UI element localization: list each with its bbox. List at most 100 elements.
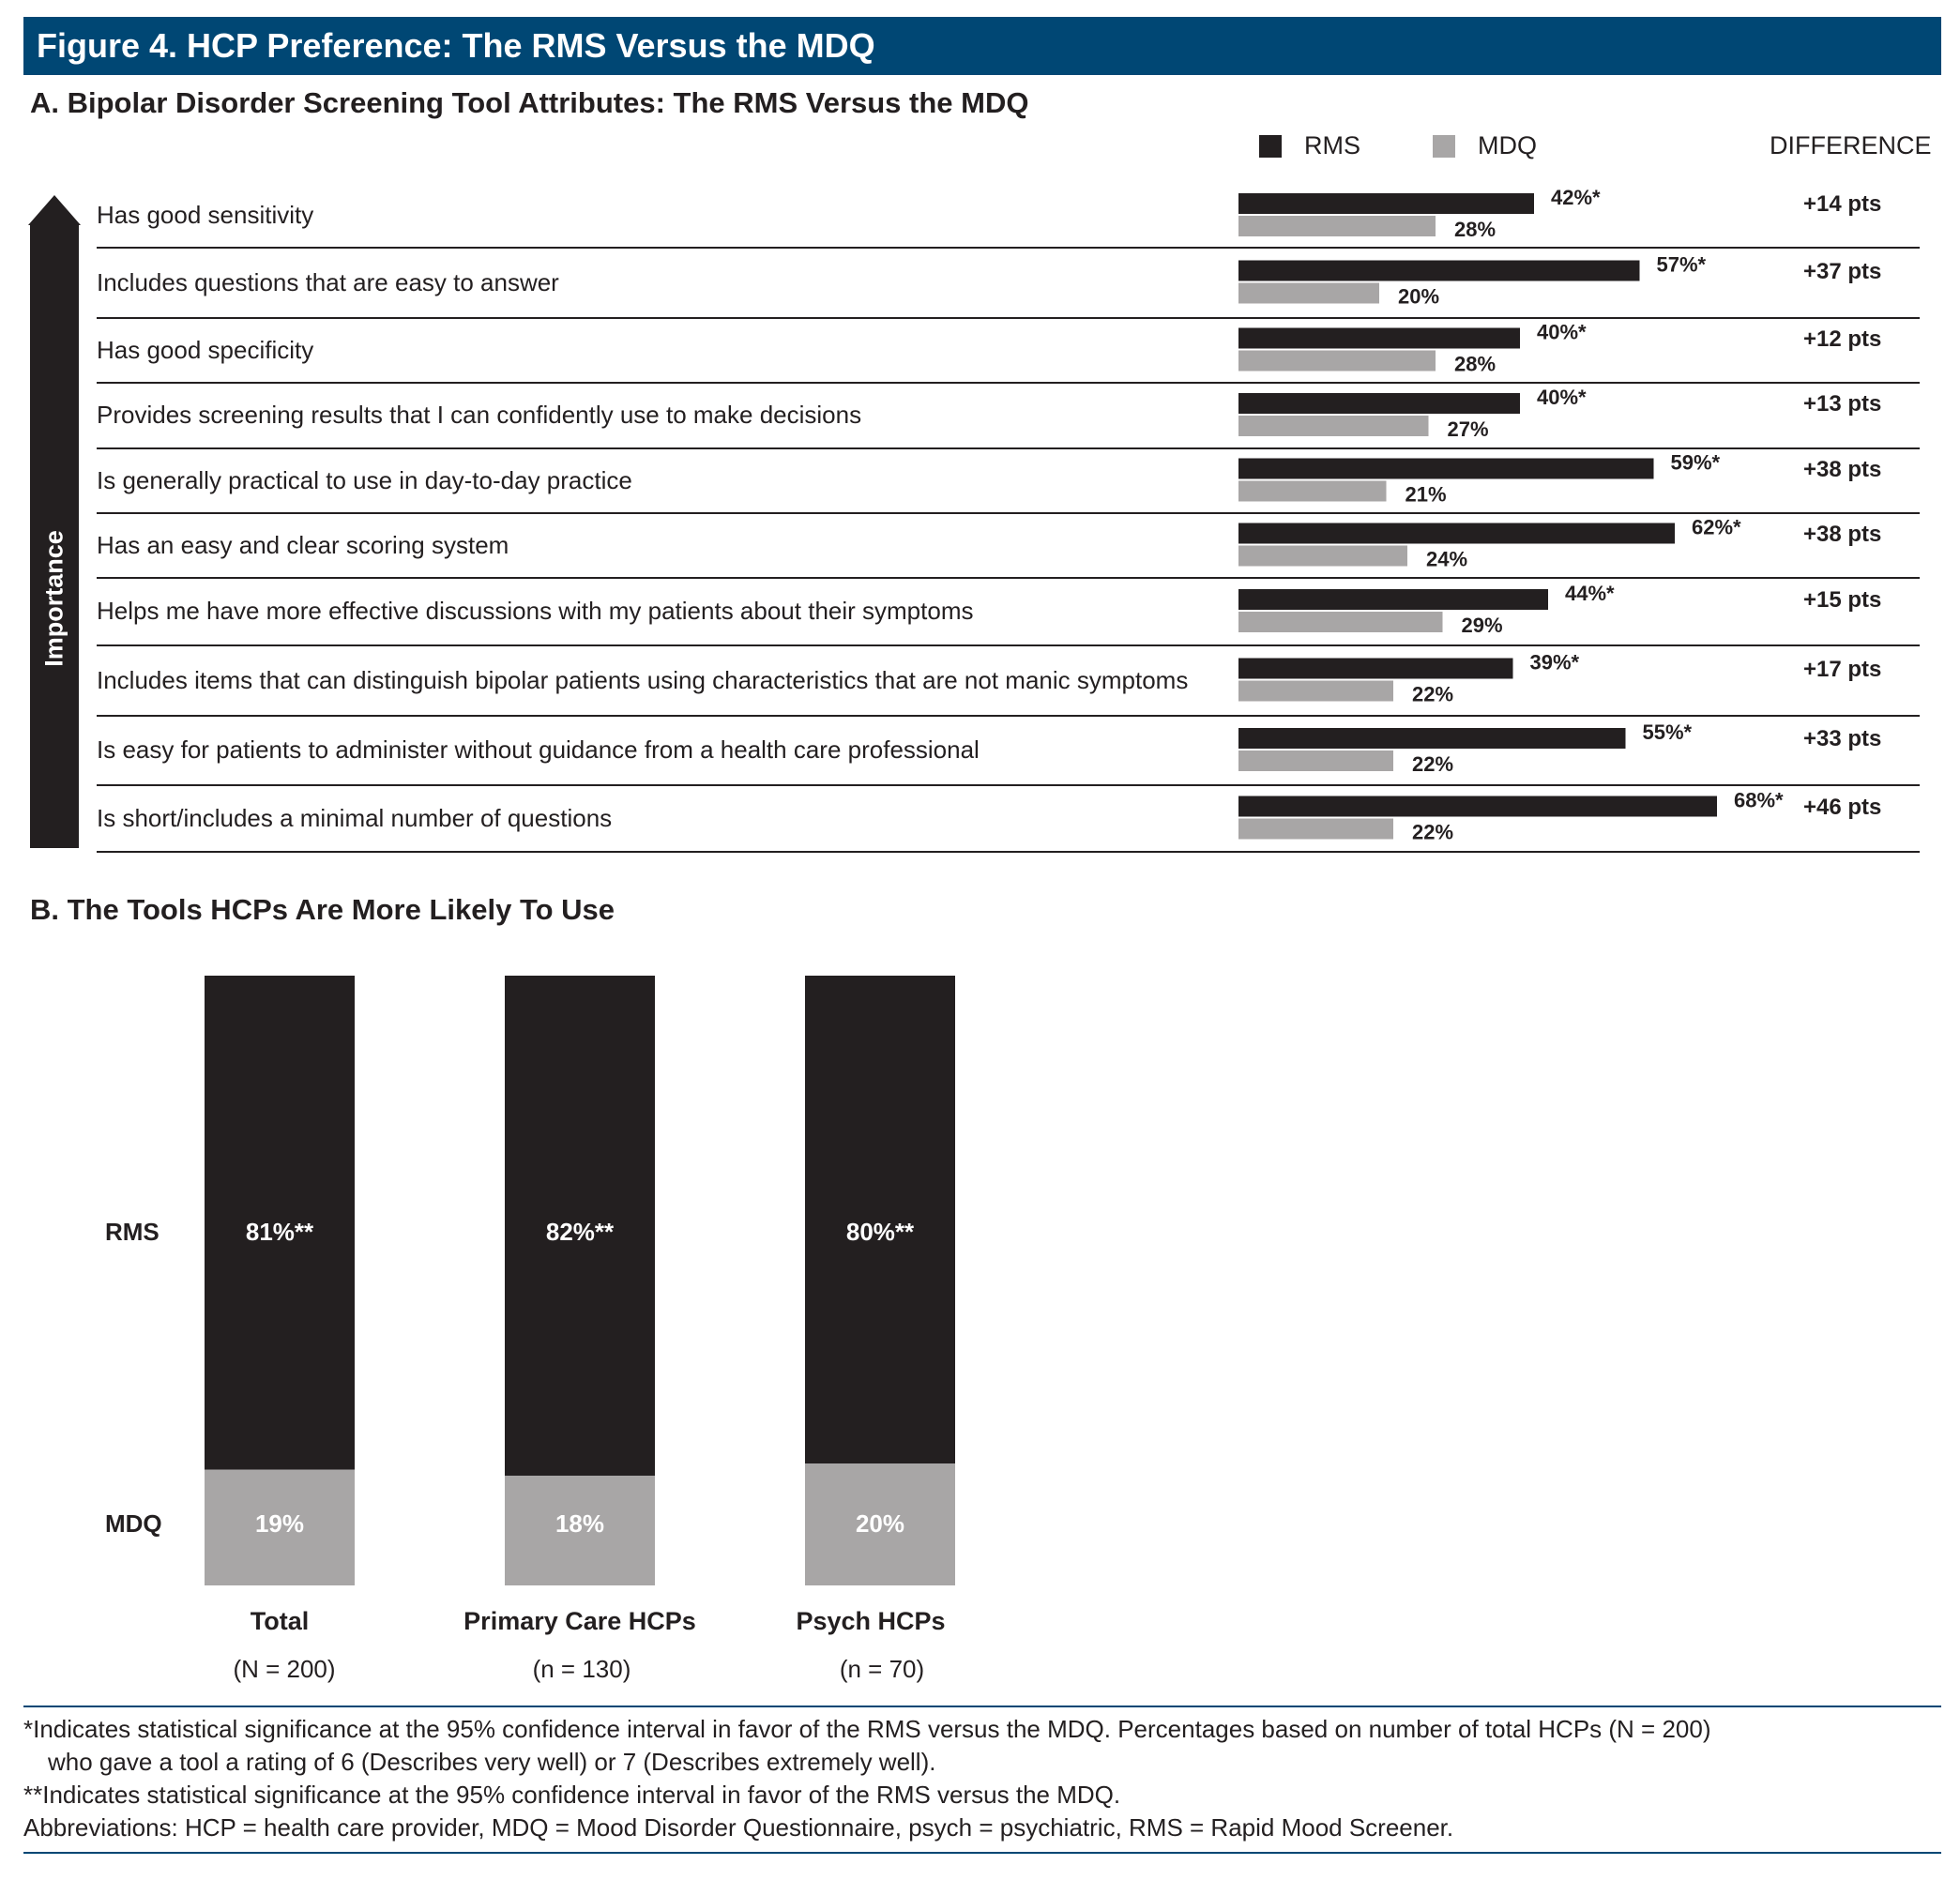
attribute-label: Includes items that can distinguish bipo… (97, 665, 1189, 694)
mdq-bar (1238, 818, 1393, 840)
attribute-label: Is generally practical to use in day-to-… (97, 465, 632, 494)
difference-value: +38 pts (1803, 521, 1882, 547)
attribute-label: Is short/includes a minimal number of qu… (97, 803, 613, 832)
attribute-label: Has good specificity (97, 335, 314, 364)
footnote-line-2: who gave a tool a rating of 6 (Describes… (48, 1748, 936, 1776)
panel-a-title: A. Bipolar Disorder Screening Tool Attri… (30, 86, 1029, 119)
importance-arrow-icon (28, 195, 81, 848)
rms-stack-label: 80%** (846, 1218, 915, 1246)
difference-value: +13 pts (1803, 391, 1882, 417)
footnote-rule-bottom (23, 1852, 1941, 1854)
footnote-rule-top (23, 1706, 1941, 1707)
mdq-bar (1238, 350, 1436, 371)
panel-b-rms-label: RMS (105, 1218, 160, 1246)
rms-stack-segment (505, 976, 655, 1476)
rms-bar (1238, 523, 1675, 544)
mdq-data-label: 29% (1462, 614, 1503, 637)
rms-data-label: 68%* (1734, 789, 1784, 812)
difference-value: +46 pts (1803, 794, 1882, 820)
panel-b-title: B. The Tools HCPs Are More Likely To Use (30, 893, 615, 926)
rms-data-label: 57%* (1657, 253, 1707, 277)
rms-data-label: 39%* (1530, 651, 1580, 675)
rms-stack-label: 82%** (546, 1218, 615, 1246)
difference-value: +33 pts (1803, 726, 1882, 751)
rms-data-label: 55%* (1643, 720, 1693, 744)
attribute-label: Is easy for patients to administer witho… (97, 735, 980, 764)
rms-bar (1238, 658, 1513, 679)
rms-bar (1238, 193, 1534, 214)
mdq-data-label: 22% (1412, 752, 1453, 776)
mdq-bar (1238, 480, 1387, 502)
rms-bar (1238, 458, 1654, 479)
mdq-bar (1238, 282, 1379, 304)
mdq-bar (1238, 416, 1429, 436)
mdq-stack-segment (505, 1476, 655, 1585)
mdq-bar (1238, 680, 1393, 702)
rms-stack-segment (205, 976, 355, 1470)
rms-data-label: 44%* (1565, 582, 1615, 605)
rms-data-label: 42%* (1551, 186, 1601, 209)
mdq-data-label: 22% (1412, 683, 1453, 706)
rms-bar (1238, 728, 1626, 749)
mdq-data-label: 27% (1448, 417, 1489, 441)
mdq-bar (1238, 545, 1407, 567)
panel-b-mdq-label: MDQ (105, 1509, 162, 1538)
mdq-data-label: 21% (1405, 483, 1447, 507)
mdq-data-label: 24% (1426, 548, 1467, 571)
rms-bar (1238, 327, 1520, 349)
attribute-label: Has good sensitivity (97, 201, 314, 229)
mdq-data-label: 28% (1454, 218, 1496, 241)
mdq-data-label: 20% (1398, 285, 1439, 309)
category-label: Total (250, 1607, 310, 1635)
mdq-stack-label: 19% (255, 1509, 304, 1538)
category-n-label: (n = 130) (532, 1655, 631, 1683)
footnote-line-4: Abbreviations: HCP = health care provide… (23, 1813, 1454, 1842)
mdq-stack-label: 18% (555, 1509, 604, 1538)
mdq-stack-segment (805, 1463, 955, 1585)
mdq-data-label: 28% (1454, 353, 1496, 376)
mdq-swatch (1433, 134, 1455, 158)
difference-header: DIFFERENCE (1770, 131, 1932, 159)
mdq-data-label: 22% (1412, 821, 1453, 844)
rms-data-label: 62%* (1692, 516, 1741, 539)
difference-value: +37 pts (1803, 258, 1882, 284)
attribute-label: Has an easy and clear scoring system (97, 530, 509, 559)
legend-rms-label: RMS (1304, 131, 1360, 159)
rms-swatch (1259, 134, 1282, 158)
difference-value: +14 pts (1803, 191, 1882, 217)
rms-bar (1238, 796, 1717, 817)
rms-data-label: 40%* (1537, 321, 1587, 344)
legend-mdq: MDQ (1433, 131, 1537, 160)
footnotes: *Indicates statistical significance at t… (23, 1713, 1941, 1844)
panel-b-bars: 81%** 19% 82%** 18% 80%** 20% (205, 976, 955, 1585)
attribute-label: Provides screening results that I can co… (97, 401, 862, 429)
figure-title-banner: Figure 4. HCP Preference: The RMS Versus… (23, 17, 1941, 75)
footnote-line-1: *Indicates statistical significance at t… (23, 1715, 1711, 1743)
rms-stack-segment (805, 976, 955, 1463)
panel-a-bars: 42%* 28% 57%* 20% 40%* 28% 40%* 27% 59%* 21% 62%* 2… (97, 186, 1920, 853)
mdq-bar (1238, 612, 1443, 632)
rms-bar (1238, 393, 1520, 414)
mdq-stack-segment (205, 1469, 355, 1585)
legend-rms: RMS (1259, 131, 1360, 160)
category-label: Primary Care HCPs (463, 1607, 696, 1635)
legend-mdq-label: MDQ (1478, 131, 1537, 159)
mdq-bar (1238, 750, 1393, 771)
difference-value: +12 pts (1803, 326, 1882, 352)
category-n-label: (N = 200) (233, 1655, 336, 1683)
rms-stack-label: 81%** (246, 1218, 314, 1246)
mdq-stack-label: 20% (856, 1509, 904, 1538)
difference-value: +17 pts (1803, 656, 1882, 682)
difference-value: +15 pts (1803, 587, 1882, 613)
difference-value: +38 pts (1803, 456, 1882, 482)
attribute-label: Includes questions that are easy to answ… (97, 267, 559, 296)
category-label: Psych HCPs (796, 1607, 946, 1635)
mdq-bar (1238, 216, 1436, 236)
rms-data-label: 40%* (1537, 386, 1587, 409)
rms-bar (1238, 260, 1640, 281)
footnote-line-3: **Indicates statistical significance at … (23, 1781, 1121, 1809)
attribute-label: Helps me have more effective discussions… (97, 597, 974, 625)
category-n-label: (n = 70) (839, 1655, 925, 1683)
rms-data-label: 59%* (1671, 451, 1721, 475)
rms-bar (1238, 589, 1548, 610)
